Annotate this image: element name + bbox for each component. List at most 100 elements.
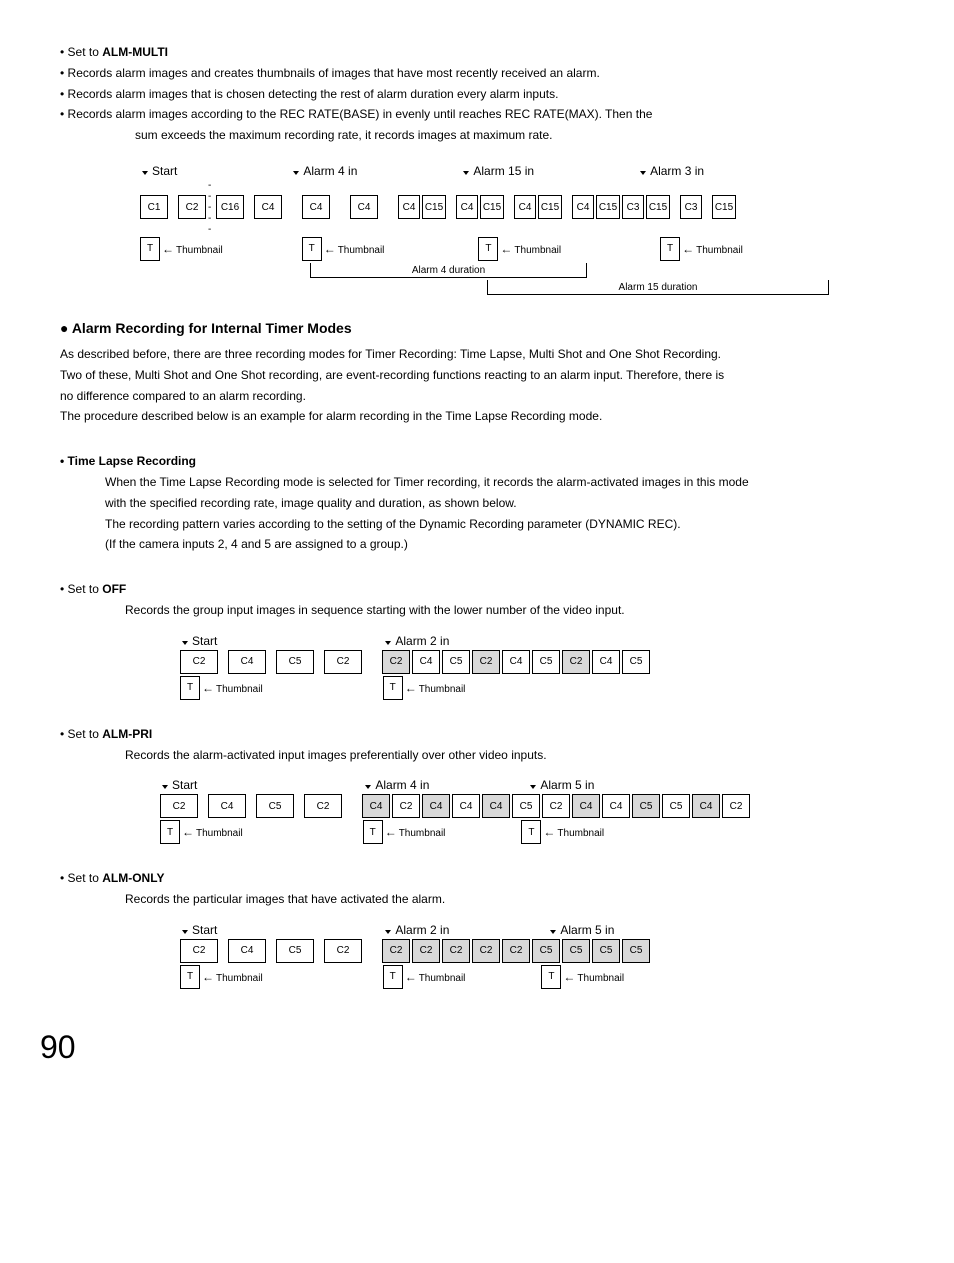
- timer-p3: no difference compared to an alarm recor…: [60, 388, 894, 405]
- d4-cell: C5: [622, 939, 650, 963]
- alm-multi-b3c: sum exceeds the maximum recording rate, …: [135, 127, 894, 144]
- d2-cell: C2: [324, 650, 362, 674]
- page-number: 90: [40, 1029, 894, 1066]
- d2-cell: C4: [412, 650, 440, 674]
- d2-cell: C5: [276, 650, 314, 674]
- set-alm-multi-bold: ALM-MULTI: [102, 45, 168, 59]
- d1-thumb4: Thumbnail: [682, 242, 743, 256]
- set-off-bold: OFF: [102, 582, 126, 596]
- d3-cell: C4: [362, 794, 390, 818]
- set-off-prefix: • Set to: [60, 582, 102, 596]
- d1-thumb3: Thumbnail: [500, 242, 561, 256]
- d2-cell: C4: [592, 650, 620, 674]
- d1-cell: C15: [480, 195, 504, 219]
- d3-event-a4: Alarm 4 in: [375, 778, 429, 792]
- d1-t: T: [302, 237, 322, 261]
- set-pri: • Set to ALM-PRI: [60, 726, 894, 743]
- d1-dur4: Alarm 4 duration: [310, 263, 587, 278]
- d2-event-a2: Alarm 2 in: [395, 634, 449, 648]
- d3-cell: C4: [692, 794, 720, 818]
- d3-event-a5: Alarm 5 in: [540, 778, 594, 792]
- d1-dur15: Alarm 15 duration: [487, 280, 829, 295]
- d1-cell: C4: [572, 195, 594, 219]
- d3-t: T: [363, 820, 383, 844]
- d4-cell: C2: [412, 939, 440, 963]
- d4-cell: C4: [228, 939, 266, 963]
- d4-thumb1: Thumbnail: [202, 970, 263, 984]
- d1-cell: C15: [646, 195, 670, 219]
- d1-cell: C2: [178, 195, 206, 219]
- alm-multi-b3: • Records alarm images according to the …: [60, 106, 894, 123]
- tlr-title: • Time Lapse Recording: [60, 453, 894, 470]
- set-alm-multi-prefix: • Set to: [60, 45, 102, 59]
- d3-cell: C4: [422, 794, 450, 818]
- d1-cell: C15: [538, 195, 562, 219]
- d1-cell: C4: [254, 195, 282, 219]
- set-pri-prefix: • Set to: [60, 727, 102, 741]
- d2-cell: C2: [180, 650, 218, 674]
- d2-t: T: [180, 676, 200, 700]
- d1-event-a4: Alarm 4 in: [303, 164, 357, 178]
- heading-timer-modes: ● Alarm Recording for Internal Timer Mod…: [60, 320, 894, 336]
- d1-cell: C1: [140, 195, 168, 219]
- d1-cell: C4: [302, 195, 330, 219]
- d2-t: T: [383, 676, 403, 700]
- d3-cell: C2: [304, 794, 342, 818]
- d1-cell: C16: [216, 195, 244, 219]
- d3-cell: C2: [722, 794, 750, 818]
- d3-cell: C2: [392, 794, 420, 818]
- diagram-alm-multi: Start Alarm 4 in Alarm 15 in Alarm 3 in …: [140, 164, 894, 295]
- d1-t: T: [660, 237, 680, 261]
- d3-thumb3: Thumbnail: [543, 825, 604, 839]
- set-only-desc: Records the particular images that have …: [125, 891, 894, 908]
- d4-event-a5: Alarm 5 in: [560, 923, 614, 937]
- d1-thumb2: Thumbnail: [324, 242, 385, 256]
- d1-cell: C3: [622, 195, 644, 219]
- d1-thumb1: Thumbnail: [162, 242, 223, 256]
- d3-cell: C5: [512, 794, 540, 818]
- d4-cell: C2: [324, 939, 362, 963]
- d1-cell: C4: [350, 195, 378, 219]
- d1-cell: C4: [514, 195, 536, 219]
- d3-cell: C4: [602, 794, 630, 818]
- d3-t: T: [521, 820, 541, 844]
- d2-event-start: Start: [192, 634, 217, 648]
- d3-cell: C5: [662, 794, 690, 818]
- d3-thumb2: Thumbnail: [385, 825, 446, 839]
- d1-cell: C3: [680, 195, 702, 219]
- d4-cell: C2: [180, 939, 218, 963]
- d4-cell: C2: [442, 939, 470, 963]
- d3-event-start: Start: [172, 778, 197, 792]
- d4-event-start: Start: [192, 923, 217, 937]
- d4-cell: C2: [382, 939, 410, 963]
- d2-cell: C2: [472, 650, 500, 674]
- d2-cell: C2: [382, 650, 410, 674]
- d2-thumb2: Thumbnail: [405, 681, 466, 695]
- set-off-desc: Records the group input images in sequen…: [125, 602, 894, 619]
- d4-event-a2: Alarm 2 in: [395, 923, 449, 937]
- d2-thumb1: Thumbnail: [202, 681, 263, 695]
- d4-cell: C5: [532, 939, 560, 963]
- d1-cell: C4: [398, 195, 420, 219]
- d2-cell: C5: [442, 650, 470, 674]
- set-only: • Set to ALM-ONLY: [60, 870, 894, 887]
- timer-p2: Two of these, Multi Shot and One Shot re…: [60, 367, 894, 384]
- set-only-prefix: • Set to: [60, 871, 102, 885]
- d3-cell: C4: [482, 794, 510, 818]
- d4-cell: C5: [276, 939, 314, 963]
- d1-cell: C4: [456, 195, 478, 219]
- tlr-p3: The recording pattern varies according t…: [105, 516, 894, 533]
- d3-cell: C2: [160, 794, 198, 818]
- alm-multi-b1: • Records alarm images and creates thumb…: [60, 65, 894, 82]
- d2-cell: C4: [228, 650, 266, 674]
- d4-cell: C5: [562, 939, 590, 963]
- tlr-p2: with the specified recording rate, image…: [105, 495, 894, 512]
- tlr-p1: When the Time Lapse Recording mode is se…: [105, 474, 894, 491]
- d2-cell: C5: [622, 650, 650, 674]
- d1-t: T: [140, 237, 160, 261]
- diagram-off: Start Alarm 2 in C2 C4 C5 C2 C2 C4 C5 C2…: [180, 634, 894, 700]
- set-pri-desc: Records the alarm-activated input images…: [125, 747, 894, 764]
- d1-cell: C15: [422, 195, 446, 219]
- d4-thumb3: Thumbnail: [563, 970, 624, 984]
- d3-cell: C2: [542, 794, 570, 818]
